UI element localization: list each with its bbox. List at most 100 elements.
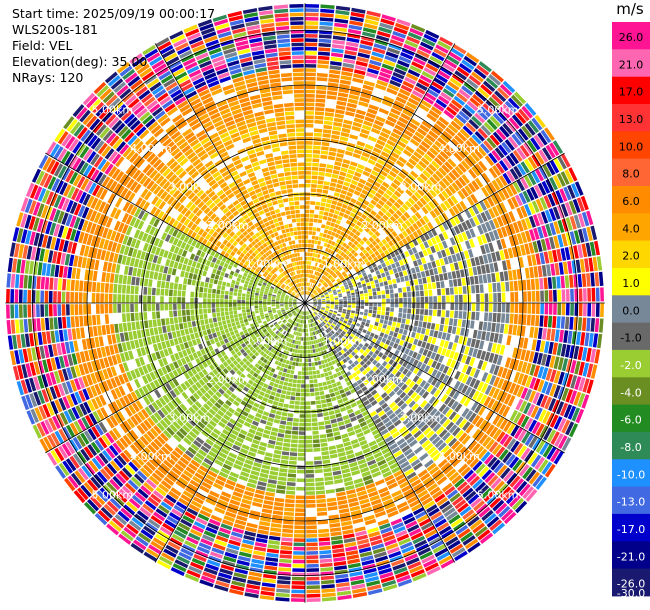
velocity-cell [553, 370, 561, 384]
velocity-cell [374, 119, 384, 127]
velocity-cell [373, 266, 379, 272]
velocity-cell [389, 215, 397, 223]
velocity-cell [501, 292, 506, 302]
velocity-cell [443, 109, 455, 120]
velocity-cell [406, 313, 411, 320]
velocity-cell [547, 193, 556, 207]
velocity-cell [299, 336, 302, 341]
velocity-cell [520, 387, 529, 400]
velocity-cell [322, 596, 337, 602]
velocity-cell [423, 33, 438, 43]
velocity-cell [375, 355, 381, 362]
velocity-cell [264, 425, 272, 431]
velocity-cell [300, 405, 305, 410]
velocity-cell [311, 340, 314, 345]
velocity-cell [350, 249, 356, 255]
velocity-cell [261, 387, 267, 393]
velocity-cell [420, 303, 425, 309]
velocity-cell [454, 134, 465, 145]
velocity-cell [457, 223, 465, 233]
velocity-cell [268, 395, 275, 400]
velocity-cell [350, 333, 355, 338]
velocity-cell [314, 469, 323, 474]
velocity-cell [452, 413, 461, 423]
velocity-cell [481, 223, 488, 233]
velocity-cell [457, 163, 467, 173]
velocity-cell [369, 174, 377, 181]
velocity-cell [283, 511, 294, 516]
velocity-cell [305, 474, 315, 478]
velocity-cell [415, 314, 420, 321]
velocity-cell [327, 82, 339, 88]
velocity-cell [344, 50, 357, 56]
velocity-cell [386, 307, 390, 312]
velocity-cell [570, 375, 578, 389]
velocity-cell [420, 271, 426, 278]
velocity-cell [429, 296, 433, 303]
velocity-cell [295, 508, 305, 513]
velocity-cell [367, 285, 372, 290]
velocity-cell [428, 289, 433, 296]
velocity-cell [311, 308, 315, 311]
velocity-cell [337, 249, 342, 255]
velocity-cell [457, 278, 462, 287]
velocity-cell [468, 238, 475, 248]
velocity-cell [472, 215, 480, 226]
velocity-cell [510, 292, 515, 302]
velocity-cell [510, 440, 520, 453]
velocity-cell [411, 61, 424, 70]
velocity-cell [401, 318, 406, 324]
velocity-cell [342, 123, 352, 129]
velocity-cell [454, 403, 463, 413]
velocity-cell [311, 295, 316, 299]
velocity-cell [575, 331, 581, 345]
velocity-cell [419, 197, 427, 206]
velocity-cell [379, 22, 394, 30]
velocity-cell [346, 338, 351, 343]
velocity-cell [580, 332, 586, 346]
velocity-cell [340, 277, 345, 282]
velocity-cell [427, 230, 434, 239]
velocity-cell [359, 44, 373, 51]
velocity-cell [524, 350, 531, 362]
velocity-cell [353, 328, 358, 333]
velocity-cell [397, 381, 405, 388]
velocity-cell [459, 200, 467, 211]
velocity-cell [349, 315, 354, 319]
velocity-cell [342, 259, 347, 264]
velocity-cell [473, 68, 487, 80]
velocity-cell [416, 377, 423, 385]
velocity-cell [327, 230, 332, 235]
velocity-cell [464, 185, 473, 195]
velocity-cell [312, 279, 315, 284]
velocity-cell [436, 205, 444, 214]
velocity-cell [587, 303, 592, 317]
velocity-cell [411, 403, 419, 411]
velocity-cell [317, 272, 320, 277]
velocity-cell [426, 430, 435, 439]
velocity-cell [378, 365, 385, 371]
velocity-cell [438, 116, 450, 126]
velocity-cell [419, 315, 424, 321]
velocity-cell [328, 259, 333, 264]
velocity-cell [398, 328, 404, 334]
velocity-cell [369, 324, 374, 329]
velocity-cell [296, 384, 301, 388]
velocity-cell [364, 227, 370, 233]
velocity-cell [516, 325, 522, 336]
velocity-cell [431, 81, 444, 91]
velocity-cell [408, 185, 416, 194]
velocity-cell [330, 301, 335, 303]
velocity-cell [549, 369, 557, 383]
velocity-cell [326, 380, 332, 385]
velocity-cell [489, 426, 499, 438]
velocity-cell [439, 150, 449, 160]
velocity-cell [578, 377, 586, 392]
velocity-cell [289, 374, 294, 379]
velocity-cell [393, 332, 398, 338]
velocity-cell [329, 186, 336, 192]
velocity-cell [421, 341, 427, 349]
velocity-cell [438, 429, 448, 438]
velocity-cell [520, 349, 527, 361]
velocity-cell [327, 248, 332, 254]
